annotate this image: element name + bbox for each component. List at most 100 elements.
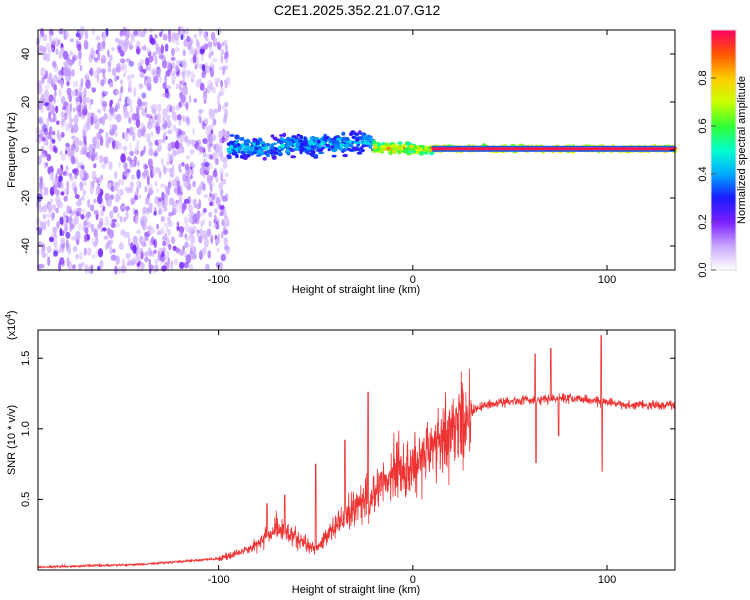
signal-cell	[326, 138, 332, 142]
noise-cell	[179, 261, 185, 270]
signal-cell	[344, 143, 350, 148]
noise-cell	[122, 264, 126, 272]
noise-cell	[205, 37, 209, 42]
signal-cell	[252, 137, 257, 143]
noise-cell	[111, 47, 115, 52]
noise-cell	[109, 245, 113, 255]
signal-cell	[252, 151, 257, 155]
noise-cell	[43, 127, 49, 136]
noise-cell	[128, 259, 134, 266]
noise-cell	[129, 150, 134, 157]
noise-cell	[76, 88, 81, 97]
noise-cell	[43, 186, 49, 196]
noise-cell	[91, 180, 95, 189]
noise-cell	[40, 78, 43, 87]
noise-cell	[60, 237, 66, 245]
noise-cell	[157, 65, 161, 75]
noise-cell	[76, 207, 82, 213]
noise-cell	[206, 84, 212, 94]
noise-cell	[224, 172, 229, 178]
noise-cell	[168, 119, 171, 129]
signal-cell	[238, 146, 243, 151]
signal-cell	[298, 140, 304, 143]
noise-cell	[123, 162, 128, 171]
noise-cell	[140, 31, 145, 38]
noise-cell	[67, 247, 72, 256]
noise-cell	[192, 127, 195, 135]
noise-cell	[116, 222, 120, 228]
noise-cell	[69, 50, 73, 56]
signal-cell	[375, 148, 380, 152]
noise-cell	[130, 197, 136, 205]
noise-cell	[56, 221, 60, 229]
noise-cell	[213, 223, 217, 229]
noise-cell	[37, 206, 43, 213]
noise-cell	[186, 69, 192, 76]
noise-cell	[100, 228, 104, 233]
noise-cell	[110, 99, 114, 105]
noise-cell	[87, 151, 91, 160]
noise-cell	[190, 139, 196, 145]
noise-cell	[161, 55, 166, 62]
noise-cell	[125, 168, 131, 174]
noise-cell	[75, 200, 82, 207]
noise-cell	[184, 163, 190, 171]
noise-cell	[213, 143, 216, 151]
noise-cell	[177, 59, 182, 65]
noise-cell	[41, 137, 46, 142]
noise-cell	[100, 68, 107, 74]
noise-cell	[45, 253, 49, 258]
noise-cell	[103, 235, 109, 240]
noise-cell	[145, 75, 148, 81]
noise-cell	[93, 198, 97, 204]
noise-cell	[112, 206, 119, 214]
signal-cell	[318, 144, 322, 149]
signal-cell	[234, 134, 240, 140]
noise-cell	[139, 236, 144, 245]
noise-cell	[125, 210, 129, 220]
noise-cell	[184, 236, 190, 241]
noise-cell	[147, 87, 153, 92]
colorbar-tick-label: 0.2	[697, 214, 709, 229]
signal-cell	[235, 139, 239, 143]
noise-cell	[121, 178, 124, 187]
signal-cell	[348, 148, 354, 152]
noise-cell	[79, 149, 84, 155]
noise-cell	[136, 45, 140, 55]
noise-cell	[195, 46, 201, 56]
signal-cell	[323, 133, 327, 137]
noise-cell	[39, 183, 43, 193]
noise-cell	[198, 27, 202, 38]
noise-cell	[95, 140, 102, 150]
noise-cell	[203, 233, 209, 240]
signal-cell	[393, 146, 398, 151]
noise-cell	[65, 239, 69, 249]
noise-cell	[132, 126, 137, 131]
noise-cell	[204, 87, 208, 94]
noise-cell	[223, 237, 228, 247]
noise-cell	[178, 163, 181, 172]
colorbar-tick-label: 0.8	[697, 70, 709, 85]
signal-cell	[325, 144, 331, 147]
signal-cell	[274, 147, 278, 151]
noise-cell	[86, 118, 91, 126]
signal-cell	[265, 153, 269, 157]
noise-cell	[154, 150, 158, 158]
noise-cell	[52, 145, 57, 153]
noise-cell	[75, 96, 80, 103]
noise-cell	[120, 153, 126, 163]
noise-cell	[110, 186, 115, 193]
noise-cell	[154, 55, 158, 65]
signal-cell	[348, 143, 354, 148]
noise-cell	[49, 186, 55, 196]
noise-cell	[144, 256, 149, 263]
noise-cell	[156, 201, 161, 208]
noise-cell	[200, 162, 206, 167]
noise-cell	[164, 74, 168, 84]
noise-cell	[99, 260, 104, 269]
signal-cell	[342, 153, 348, 158]
noise-cell	[223, 39, 228, 46]
noise-cell	[141, 214, 148, 222]
signal-cell	[300, 142, 306, 146]
signal-cell	[277, 140, 284, 144]
